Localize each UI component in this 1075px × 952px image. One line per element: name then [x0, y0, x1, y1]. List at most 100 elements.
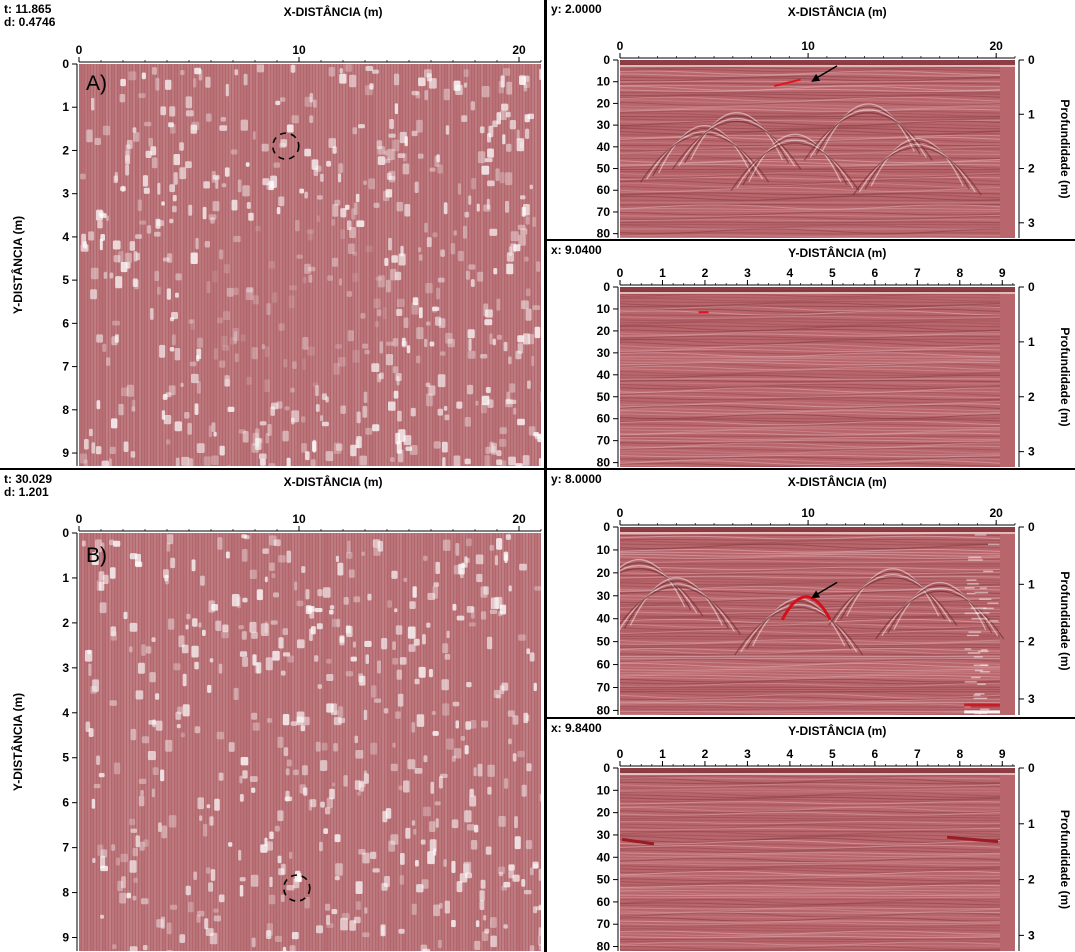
y2-tick-label: 3	[1028, 928, 1035, 942]
y-tick-label: 80	[597, 703, 611, 717]
y-tick-label: 0	[62, 57, 69, 71]
y-section-panel-b: 0 1 2 3 4 5 6 7 8 9 0 10 20 30 40 50 60 70 80 0 1 2 3 Profundid…	[547, 719, 1075, 952]
x-tick-label: 3	[744, 747, 751, 761]
right-divider-bottom	[547, 717, 1075, 719]
plot-area-0	[79, 64, 541, 466]
x-tick-label: 5	[829, 747, 836, 761]
readout-text: x: 9.0400	[551, 243, 602, 257]
x-tick-label: 2	[702, 747, 709, 761]
x-tick-label: 10	[801, 506, 815, 520]
y-tick-label: 30	[597, 589, 611, 603]
y-tick-label: 3	[62, 661, 69, 675]
y2-tick-label: 1	[1028, 335, 1035, 349]
x-tick-label: 20	[512, 43, 526, 57]
y2-tick-label: 2	[1028, 873, 1035, 887]
y-tick-label: 6	[62, 316, 69, 330]
readout-text: t: 11.865	[4, 2, 52, 16]
y-tick-label: 2	[62, 616, 69, 630]
x-tick-label: 0	[617, 39, 624, 53]
x-axis-title: Y-DISTÂNCIA (m)	[788, 245, 886, 260]
y-tick-label: 50	[597, 390, 611, 404]
x-axis-title: X-DISTÂNCIA (m)	[284, 474, 383, 489]
y-tick-label: 0	[62, 526, 69, 540]
panel-tag-label: A)	[86, 72, 107, 95]
y-tick-label: 2	[62, 143, 69, 157]
x-tick-label: 0	[617, 506, 624, 520]
y-tick-label: 70	[597, 917, 611, 931]
x-tick-label: 7	[914, 747, 921, 761]
readout-text: y: 8.0000	[551, 472, 602, 486]
texture-layer-1	[620, 60, 1015, 238]
y-tick-label: 6	[62, 796, 69, 810]
y2-tick-label: 0	[1028, 53, 1035, 67]
y-tick-label: 1	[62, 571, 69, 585]
texture-layer-3	[79, 533, 541, 951]
reflection-left	[621, 837, 655, 846]
y-tick-label: 10	[597, 302, 611, 316]
y2-tick-label: 1	[1028, 817, 1035, 831]
y-section-b-svg: 0 1 2 3 4 5 6 7 8 9 0 10 20 30 40 50 60 70 80 0 1 2 3 Profundid…	[551, 721, 1072, 952]
x-tick-label: 20	[512, 512, 526, 526]
x-section-panel-b: 0 10 20 0 10 20 30 40 50 60 70 80 0 1 2 3 Profundidade (…	[547, 470, 1075, 717]
arrow-head	[811, 73, 821, 82]
x-tick-label: 0	[76, 43, 83, 57]
y2-tick-label: 2	[1028, 635, 1035, 649]
x-tick-label: 10	[292, 43, 306, 57]
y-tick-label: 4	[62, 230, 69, 244]
x-tick-label: 9	[999, 266, 1006, 280]
x-tick-label: 1	[659, 266, 666, 280]
y2-tick-label: 1	[1028, 577, 1035, 591]
y-axis-title: Y-DISTÂNCIA (m)	[10, 693, 25, 791]
y2-tick-label: 0	[1028, 520, 1035, 534]
dashed-circle-marker	[282, 874, 311, 902]
y2-tick-label: 2	[1028, 390, 1035, 404]
y-tick-label: 40	[597, 850, 611, 864]
horizontal-divider	[0, 468, 544, 470]
y-tick-label: 30	[597, 118, 611, 132]
y2-tick-label: 3	[1028, 692, 1035, 706]
time-slice-panel-b: 0 10 20 0 1 2 3 4 5 6 7 8 9 X-DISTÂNCIA (m) Y-DISTÂNCI…	[0, 470, 544, 952]
y-tick-label: 70	[597, 680, 611, 694]
texture-layer-5	[620, 768, 1015, 951]
y-tick-label: 0	[603, 520, 610, 534]
y-tick-label: 20	[597, 96, 611, 110]
y-tick-label: 20	[597, 566, 611, 580]
y-tick-label: 8	[62, 886, 69, 900]
y-section-panel-a: 0 1 2 3 4 5 6 7 8 9 0 10 20 30 40 50 60 70 80 0 1 2 3 Profundid…	[547, 241, 1075, 468]
y-tick-label: 20	[597, 806, 611, 820]
y-tick-label: 7	[62, 841, 69, 855]
y2-tick-label: 2	[1028, 162, 1035, 176]
texture-layer-0	[79, 64, 541, 466]
x-tick-label: 8	[956, 266, 963, 280]
x-axis-title: Y-DISTÂNCIA (m)	[788, 723, 886, 738]
y2-axis-title: Profundidade (m)	[1058, 327, 1072, 426]
x-section-panel-a: 0 10 20 0 10 20 30 40 50 60 70 80 0 1 2 3 Profundidade (…	[547, 0, 1075, 239]
x-tick-label: 10	[801, 39, 815, 53]
y-tick-label: 0	[603, 280, 610, 294]
time-slice-a-svg: 0 10 20 0 1 2 3 4 5 6 7 8 9 X-DISTÂNCIA (m) Y-DISTÂNCI…	[4, 2, 542, 466]
x-tick-label: 2	[702, 266, 709, 280]
readout-text: y: 2.0000	[551, 2, 602, 16]
plot-area-4	[620, 527, 1015, 715]
y2-tick-label: 3	[1028, 445, 1035, 459]
y-tick-label: 80	[597, 456, 611, 468]
plot-area-2	[620, 287, 1015, 467]
time-slice-b-svg: 0 10 20 0 1 2 3 4 5 6 7 8 9 X-DISTÂNCIA (m) Y-DISTÂNCI…	[4, 472, 542, 951]
target-reflection	[698, 311, 709, 314]
y2-tick-label: 0	[1028, 761, 1035, 775]
x-tick-label: 10	[292, 512, 306, 526]
y-tick-label: 10	[597, 543, 611, 557]
x-section-a-svg: 0 10 20 0 10 20 30 40 50 60 70 80 0 1 2 3 Profundidade (…	[551, 2, 1072, 239]
y-tick-label: 40	[597, 612, 611, 626]
x-tick-label: 0	[76, 512, 83, 526]
y-tick-label: 9	[62, 931, 69, 945]
y-tick-label: 7	[62, 360, 69, 374]
x-tick-label: 7	[914, 266, 921, 280]
y2-axis-title: Profundidade (m)	[1058, 810, 1072, 909]
y-tick-label: 40	[597, 368, 611, 382]
arrow-shaft	[814, 65, 838, 80]
x-tick-label: 9	[999, 747, 1006, 761]
x-axis-title: X-DISTÂNCIA (m)	[284, 4, 383, 19]
arrow-shaft	[814, 581, 838, 596]
y-section-a-svg: 0 1 2 3 4 5 6 7 8 9 0 10 20 30 40 50 60 70 80 0 1 2 3 Profundid…	[551, 243, 1072, 468]
